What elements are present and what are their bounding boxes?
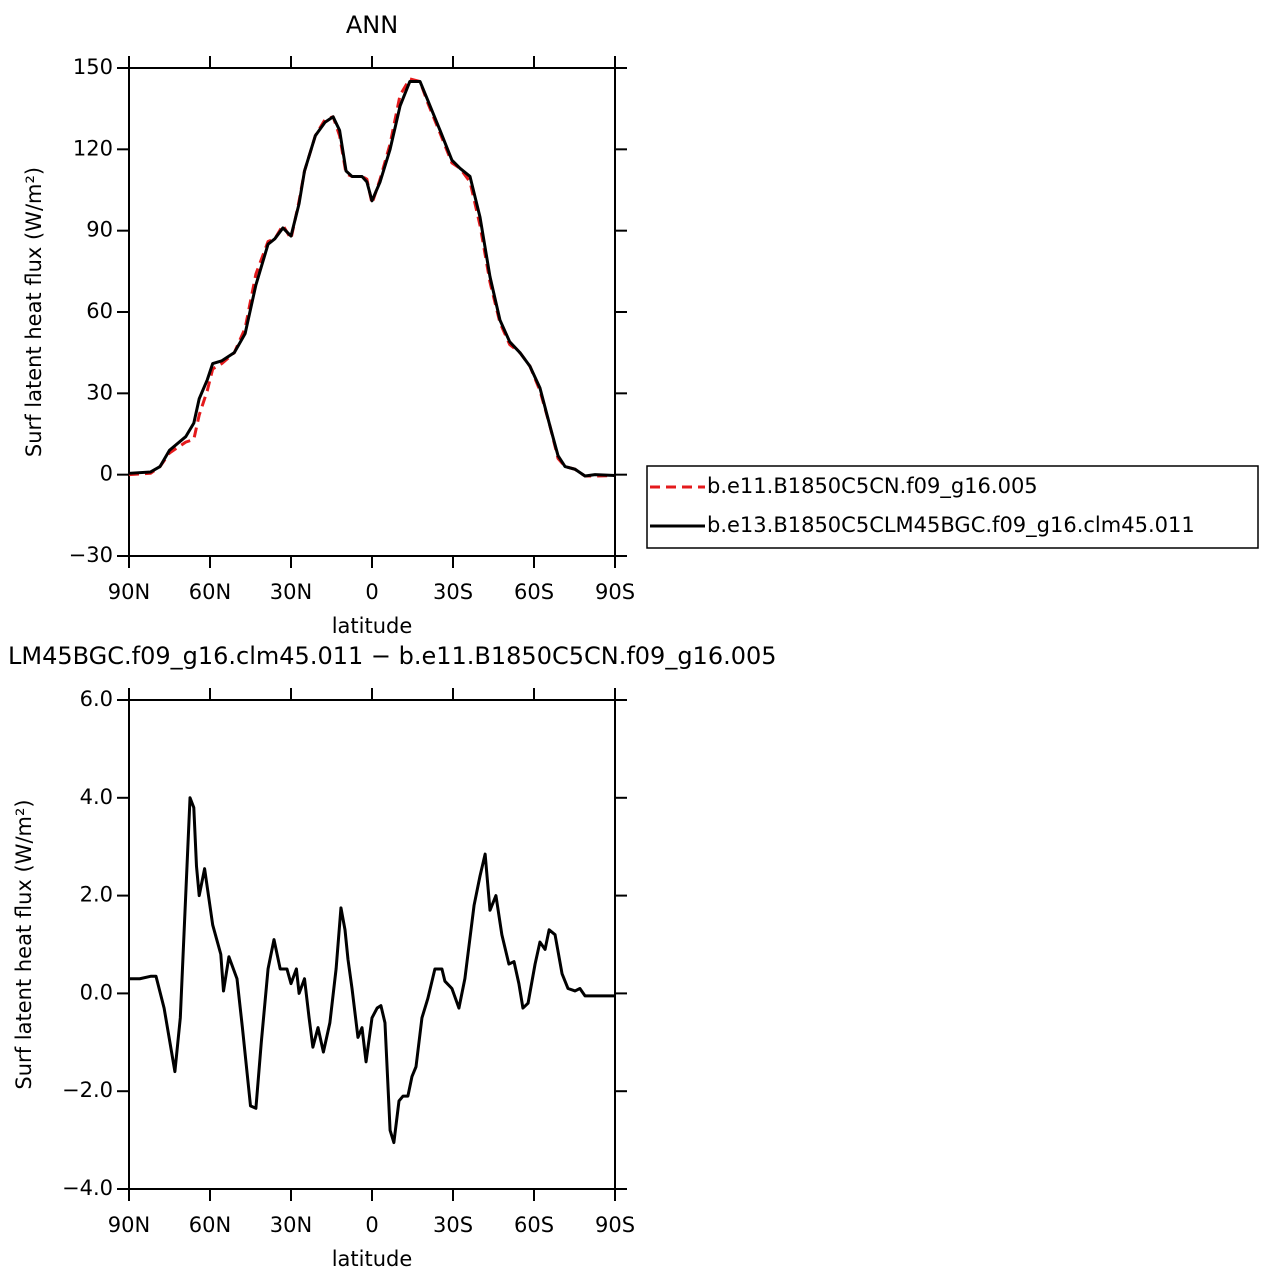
x-tick-label: 30S: [433, 580, 473, 604]
x-tick-label: 30N: [270, 580, 312, 604]
x-tick-label: 90N: [108, 1213, 150, 1237]
x-axis-label: latitude: [332, 1247, 413, 1271]
data-line: [128, 80, 616, 478]
plot-frame: [128, 67, 616, 557]
legend-label: b.e11.B1850C5CN.f09_g16.005: [707, 474, 1038, 499]
y-axis-label: Surf latent heat flux (W/m²): [22, 167, 46, 457]
y-tick-label: 2.0: [80, 883, 113, 907]
y-tick-label: −30: [69, 543, 113, 567]
x-tick-label: 30N: [270, 1213, 312, 1237]
chart-title: ANN: [346, 11, 398, 39]
legend-label: b.e13.B1850C5CLM45BGC.f09_g16.clm45.011: [707, 513, 1195, 538]
x-axis-label: latitude: [332, 614, 413, 638]
y-tick-label: 6.0: [80, 687, 113, 711]
x-tick-label: 60S: [514, 1213, 554, 1237]
y-tick-label: 60: [86, 299, 113, 323]
chart-title: LM45BGC.f09_g16.clm45.011 − b.e11.B1850C…: [8, 642, 777, 670]
y-tick-label: 30: [86, 380, 113, 404]
data-line: [128, 77, 616, 478]
y-tick-label: −4.0: [62, 1176, 113, 1200]
x-tick-label: 0: [365, 580, 378, 604]
x-tick-label: 90N: [108, 580, 150, 604]
y-tick-label: 150: [73, 55, 113, 79]
x-tick-label: 60N: [189, 1213, 231, 1237]
y-tick-label: 120: [73, 136, 113, 160]
x-tick-label: 0: [365, 1213, 378, 1237]
data-line: [129, 796, 615, 1145]
y-tick-label: 0: [100, 462, 113, 486]
x-tick-label: 60N: [189, 580, 231, 604]
x-tick-label: 60S: [514, 580, 554, 604]
x-tick-label: 90S: [595, 580, 635, 604]
y-axis-label: Surf latent heat flux (W/m²): [12, 799, 36, 1089]
legend-box: [646, 465, 1259, 549]
y-tick-label: 4.0: [80, 785, 113, 809]
x-tick-label: 90S: [595, 1213, 635, 1237]
y-tick-label: −2.0: [62, 1078, 113, 1102]
x-tick-label: 30S: [433, 1213, 473, 1237]
y-tick-label: 90: [86, 218, 113, 242]
y-tick-label: 0.0: [80, 980, 113, 1004]
